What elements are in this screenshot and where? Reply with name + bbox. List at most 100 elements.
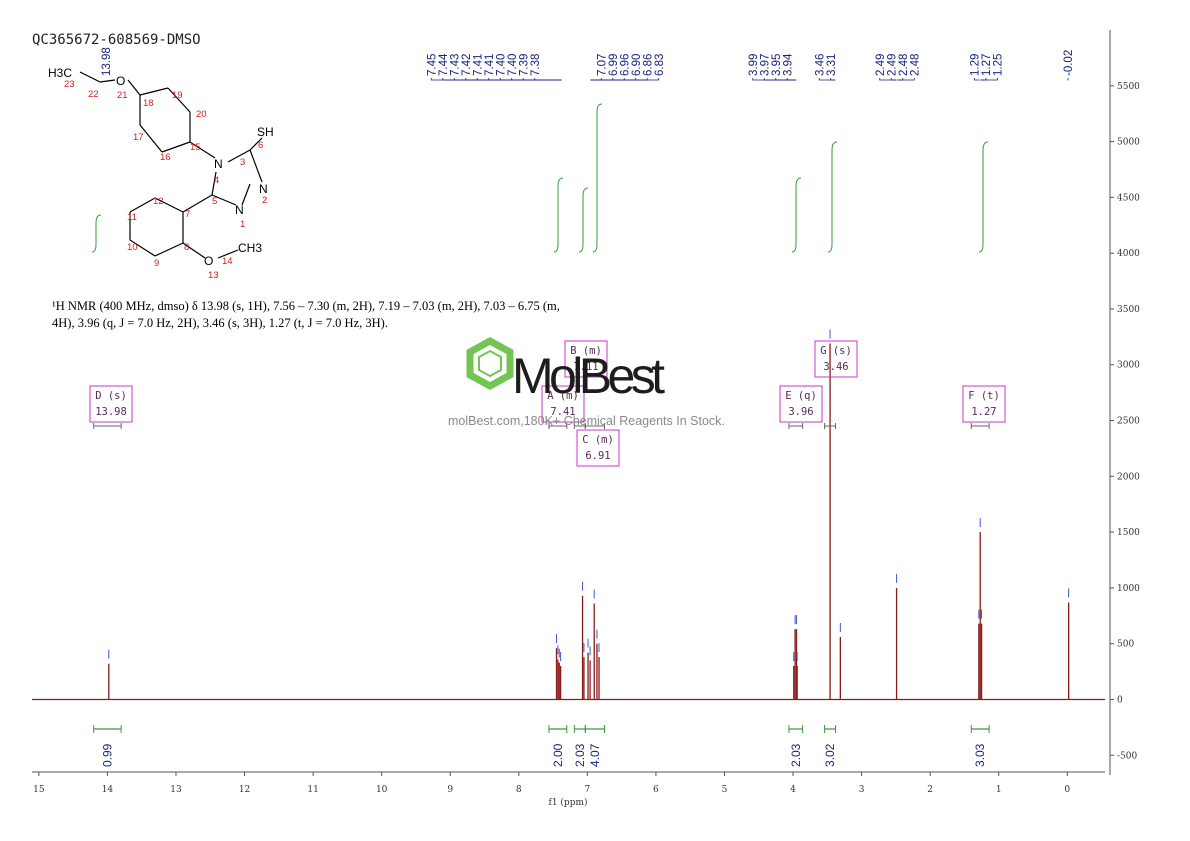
peaks-layer (32, 329, 1105, 701)
multiplet-box (541, 385, 585, 423)
x-tick-label: 8 (516, 785, 522, 795)
x-tick-label: 12 (239, 785, 250, 795)
x-tick-label: 7 (584, 785, 590, 795)
peak-shift-label: 3.99 (748, 54, 760, 76)
peak-shift-label: 2.49 (875, 54, 887, 76)
multiplet-label: E (q) (785, 390, 817, 402)
peak-shift-label: 7.38 (530, 54, 542, 76)
atom-number: 10 (127, 242, 138, 253)
x-axis-title: f1 (ppm) (549, 797, 588, 808)
x-tick-label: 5 (722, 785, 728, 795)
axes-layer: 15 14 13 12 11 10 9 8 7 6 5 4 3 2 1 0f1 (ppm)-500050010… (32, 30, 1140, 808)
x-tick-label: 1 (996, 785, 1002, 795)
multiplet-box (962, 385, 1006, 423)
peak-label-leader (830, 78, 836, 81)
multiplet-box (814, 340, 858, 378)
peak-label-leader (534, 78, 562, 81)
peak-shift-label: 7.40 (507, 54, 519, 76)
peak-label-leader (897, 78, 915, 81)
integral-value: 2.00 (551, 743, 565, 767)
multiplet-shift: 3.96 (788, 406, 813, 418)
x-tick-label: 3 (859, 785, 865, 795)
peak-shift-label: 1.25 (993, 54, 1005, 76)
peak-shift-label: -0.02 (1063, 50, 1075, 76)
integral-value: 2.03 (573, 743, 587, 767)
peak-shift-label: 2.48 (898, 54, 910, 76)
peak-shift-label: 3.95 (771, 54, 783, 76)
molbest-logo: MolBest (466, 337, 668, 404)
logo-wordmark: MolBest (512, 348, 665, 404)
atom-numbers: 23 22 21 20 19 18 17 16 15 6 3 4 5 2 1 1… (64, 79, 267, 281)
x-tick-label: 14 (102, 785, 114, 795)
atom-label: N (259, 182, 268, 196)
atom-number: 2 (262, 195, 267, 206)
atom-number: 15 (190, 142, 201, 153)
atom-label: SH (257, 125, 274, 139)
multiplet-label: A (m) (547, 390, 579, 402)
integral-value: 3.02 (823, 743, 837, 767)
atom-number: 7 (185, 209, 190, 220)
atom-number: 4 (214, 175, 219, 186)
integrals-layer: 0.99 2.00 2.03 4.07 2.03 3.02 3.03 (93, 725, 990, 767)
atom-number: 17 (133, 132, 144, 143)
atom-number: 19 (172, 90, 183, 101)
multiplet-shift: 13.98 (95, 406, 127, 418)
atom-number: 3 (240, 157, 245, 168)
atom-number: 1 (240, 219, 245, 230)
multiplet-shift: 7.41 (550, 406, 575, 418)
atom-number: 9 (154, 258, 159, 269)
peak-shift-label: 7.43 (449, 54, 461, 76)
peak-shift-label: 6.96 (619, 54, 631, 76)
structure-bonds (79, 71, 263, 259)
atom-number: 13 (208, 270, 219, 281)
atom-label: N (235, 203, 244, 217)
peak-shift-label: 6.86 (642, 54, 654, 76)
y-tick-label: 2000 (1117, 472, 1140, 482)
peak-shift-label: 7.44 (438, 53, 450, 76)
atom-label: O (204, 254, 213, 268)
peak-shift-label: 6.83 (654, 54, 666, 76)
peak-shift-label: 3.31 (826, 54, 838, 76)
watermark-url: molBest.com,180K+ Chemical Reagents In S… (448, 414, 725, 428)
multiplet-label: G (s) (820, 345, 852, 357)
y-tick-label: 3500 (1117, 305, 1140, 315)
y-tick-label: 4500 (1117, 193, 1140, 203)
peak-shift-label: 7.41 (484, 54, 496, 76)
multiplets-layer: D (s) 13.98 A (m) 7.41 B (m) 7.11 C (m) 6.91 E (… (89, 340, 1006, 467)
peak-shift-label: 13.98 (101, 47, 113, 76)
peak-shift-label: 1.29 (970, 54, 982, 76)
atom-number: 12 (153, 196, 164, 207)
peak-shift-label: 7.45 (426, 54, 438, 76)
atom-number: 8 (184, 242, 189, 253)
integral-curve (827, 141, 838, 253)
y-tick-label: 1500 (1117, 528, 1140, 538)
integral-curve (978, 141, 989, 253)
multiplet-shift: 6.91 (585, 450, 610, 462)
chemical-structure: H3C O SH N N N O CH3 23 22 21 20 19 18 1… (48, 66, 274, 281)
x-tick-label: 2 (927, 785, 933, 795)
peak-label-leader (980, 78, 998, 81)
peak-shift-label: 7.39 (518, 54, 530, 76)
y-tick-label: 5000 (1117, 138, 1140, 148)
peak-shift-label: 7.42 (461, 54, 473, 76)
atom-number: 16 (160, 152, 171, 163)
atom-label: N (214, 157, 223, 171)
y-tick-label: 4000 (1117, 249, 1140, 259)
peak-shift-label: 2.49 (886, 54, 898, 76)
peak-label-leader (593, 78, 660, 81)
x-tick-label: 4 (790, 785, 796, 795)
nmr-description: ¹H NMR (400 MHz, dmso) δ 13.98 (s, 1H), … (52, 298, 672, 332)
peak-label-leader (974, 78, 980, 81)
y-tick-label: -500 (1117, 751, 1137, 761)
y-tick-label: 3000 (1117, 361, 1140, 371)
nmr-description-line-2: 4H), 3.96 (q, J = 7.0 Hz, 2H), 3.46 (s, … (52, 316, 388, 330)
y-tick-label: 500 (1117, 640, 1134, 650)
integral-value: 2.03 (789, 743, 803, 767)
x-tick-label: 10 (376, 785, 388, 795)
atom-label: CH3 (238, 241, 262, 255)
atom-label: H3C (48, 66, 72, 80)
peak-labels-layer: 7.45 7.44 7.43 7.42 7.41 7.41 7.40 7.40 7.39 7.38… (101, 47, 1075, 81)
multiplet-label: D (s) (95, 390, 127, 402)
atom-number: 14 (222, 256, 233, 267)
